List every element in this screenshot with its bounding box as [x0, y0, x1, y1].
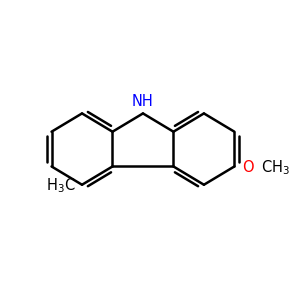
Text: NH: NH: [132, 94, 154, 109]
Text: CH$_3$: CH$_3$: [261, 158, 290, 177]
Text: O: O: [242, 160, 253, 175]
Text: H$_3$C: H$_3$C: [46, 177, 76, 195]
